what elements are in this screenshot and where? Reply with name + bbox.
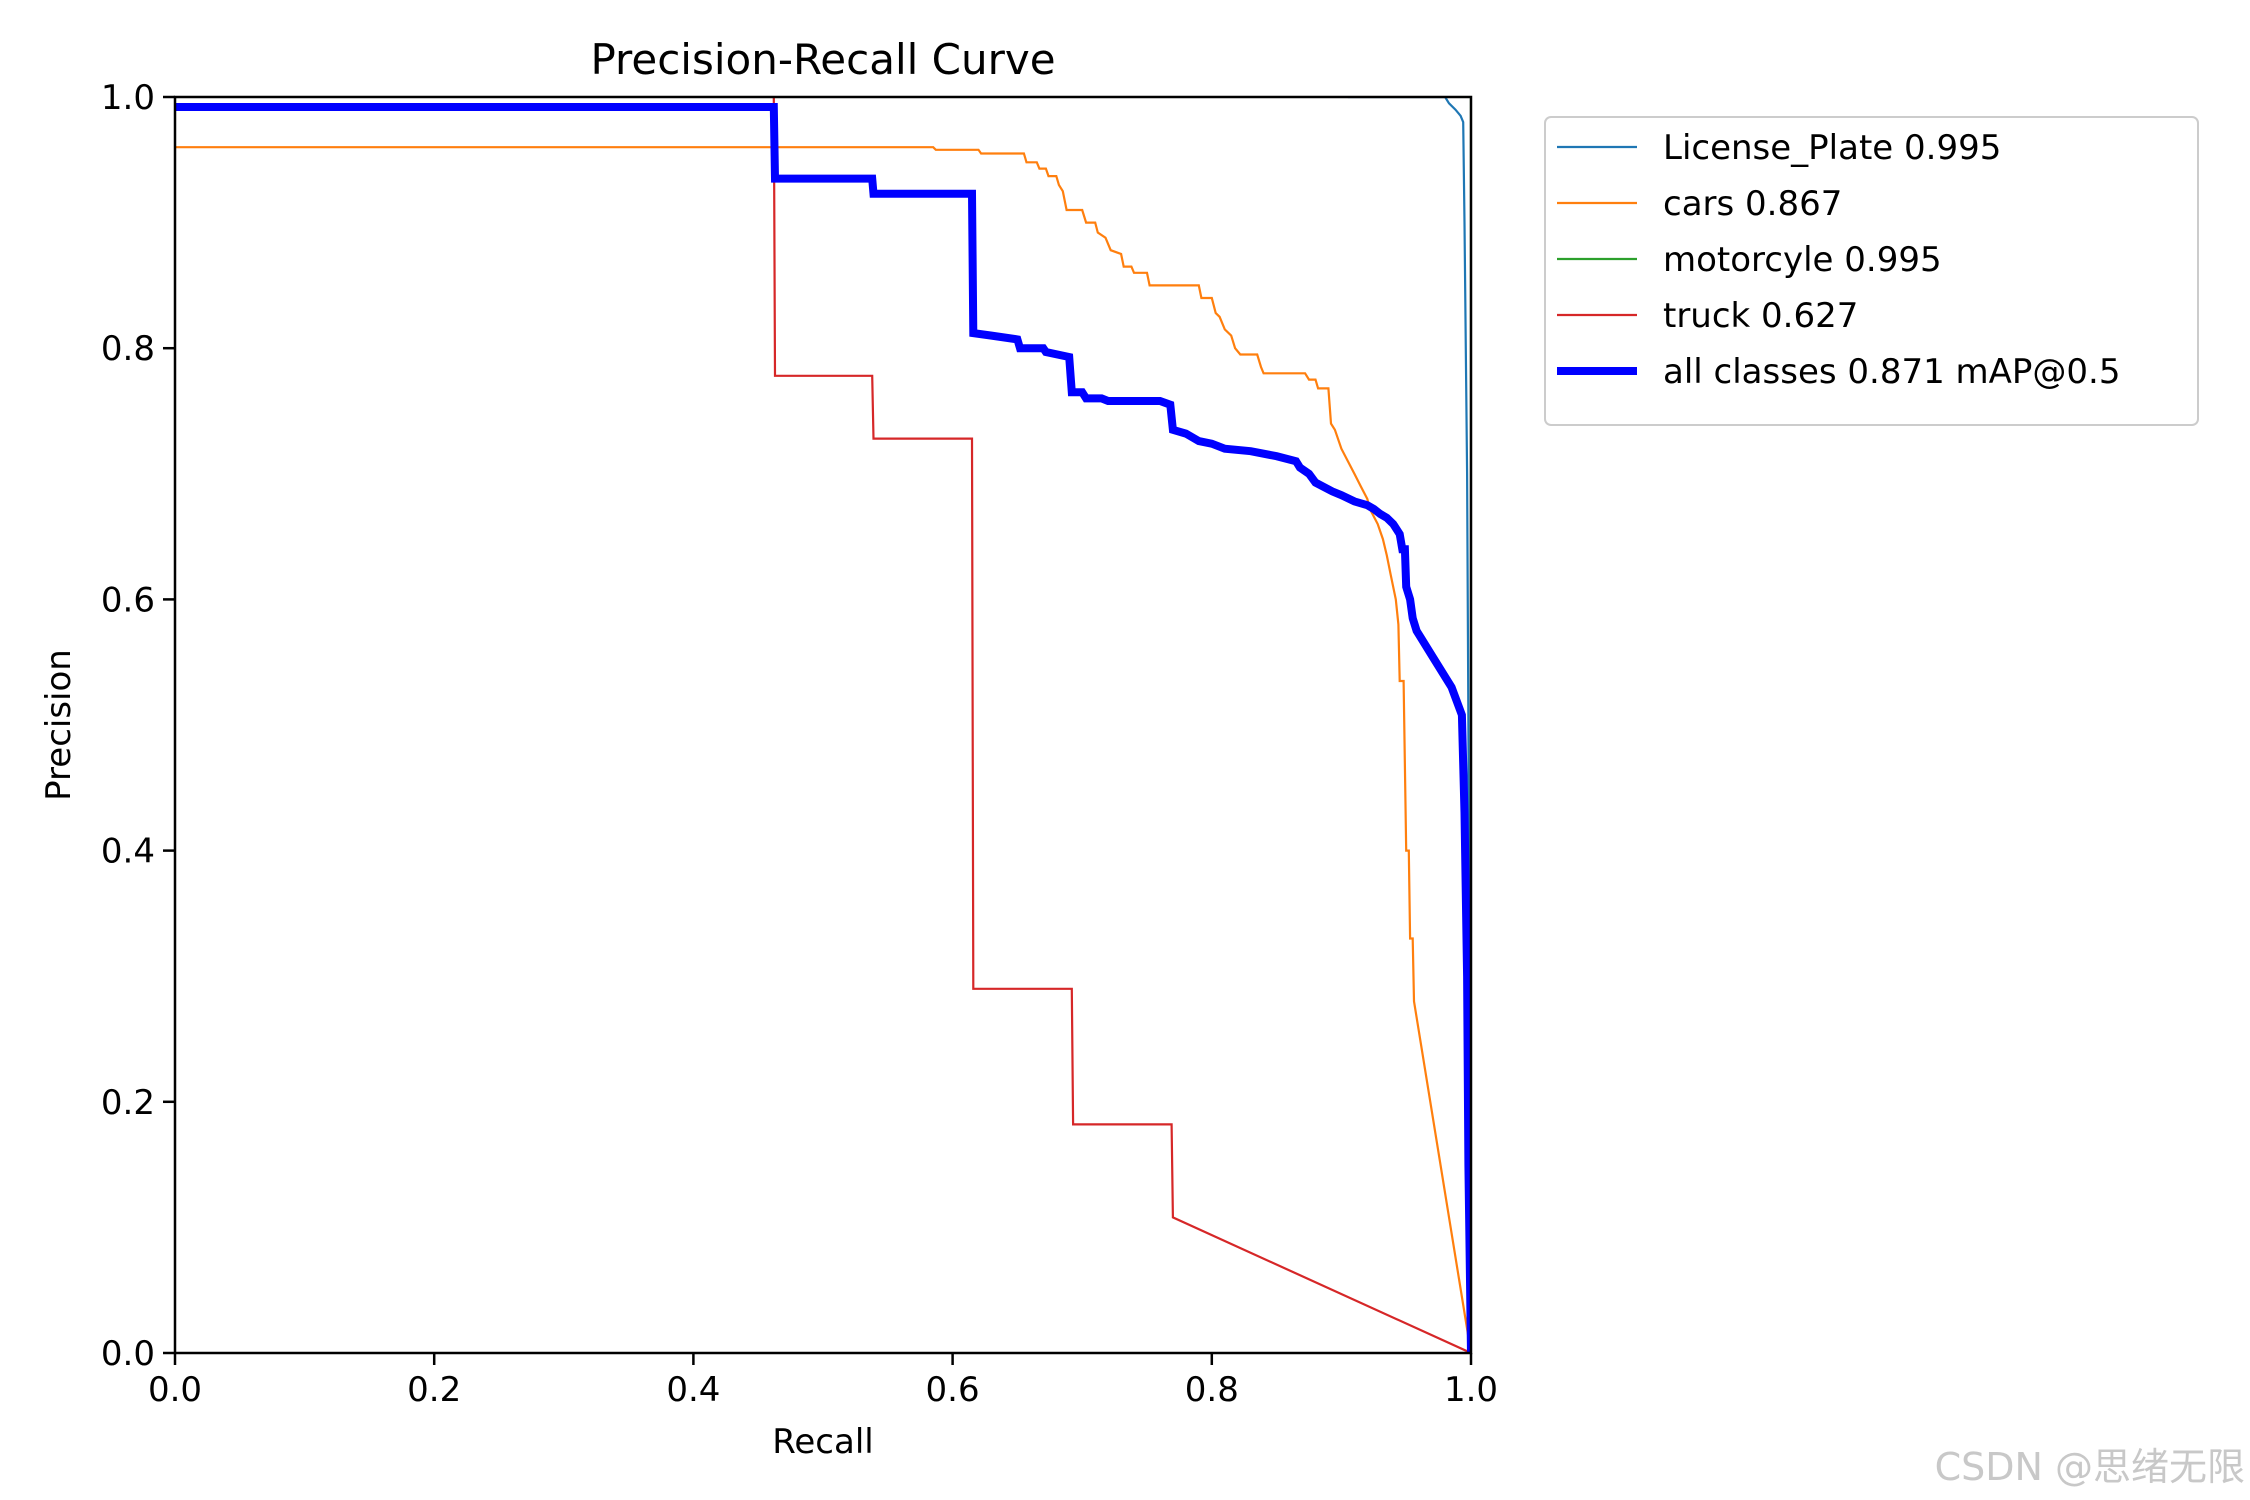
series-layer (175, 97, 1471, 1353)
legend-box (1544, 116, 2199, 426)
plot-frame (173, 95, 1473, 1355)
series-line-all-classes (175, 103, 1471, 1353)
x-tick-label: 0.2 (407, 1370, 461, 1410)
y-tick-label: 1.0 (101, 78, 155, 118)
y-tick-label: 0.6 (101, 580, 155, 620)
legend-label: truck 0.627 (1663, 296, 1858, 336)
y-tick-label: 0.4 (101, 832, 155, 872)
x-tick-label: 1.0 (1444, 1370, 1498, 1410)
legend-label: motorcyle 0.995 (1663, 240, 1942, 280)
x-tick-label: 0.8 (1185, 1370, 1239, 1410)
legend-label: cars 0.867 (1663, 184, 1842, 224)
chart-title: Precision-Recall Curve (590, 35, 1055, 84)
series-line-truck (772, 97, 1471, 1353)
legend: License_Plate 0.995 cars 0.867 motorcyle 0… (1544, 116, 2199, 426)
x-tick-label: 0.4 (666, 1370, 720, 1410)
y-tick-label: 0.2 (101, 1083, 155, 1123)
x-tick-label: 0.0 (148, 1370, 202, 1410)
watermark-text: CSDN @思绪无限 (1935, 1445, 2245, 1489)
y-axis-label: Precision (39, 649, 79, 801)
series-line-cars (175, 146, 1471, 1353)
x-tick-label: 0.6 (926, 1370, 980, 1410)
y-tick-label: 0.0 (101, 1334, 155, 1374)
axis-ticks: 0.0 0.2 0.4 0.6 0.8 1.0 0.0 0.2 0.4 0.6 0.8 1.0 (101, 78, 1498, 1410)
legend-label: all classes 0.871 mAP@0.5 (1663, 352, 2120, 392)
x-axis-label: Recall (772, 1422, 873, 1462)
legend-label: License_Plate 0.995 (1663, 128, 2001, 168)
series-line-license-plate (1347, 97, 1471, 1353)
y-tick-label: 0.8 (101, 329, 155, 369)
